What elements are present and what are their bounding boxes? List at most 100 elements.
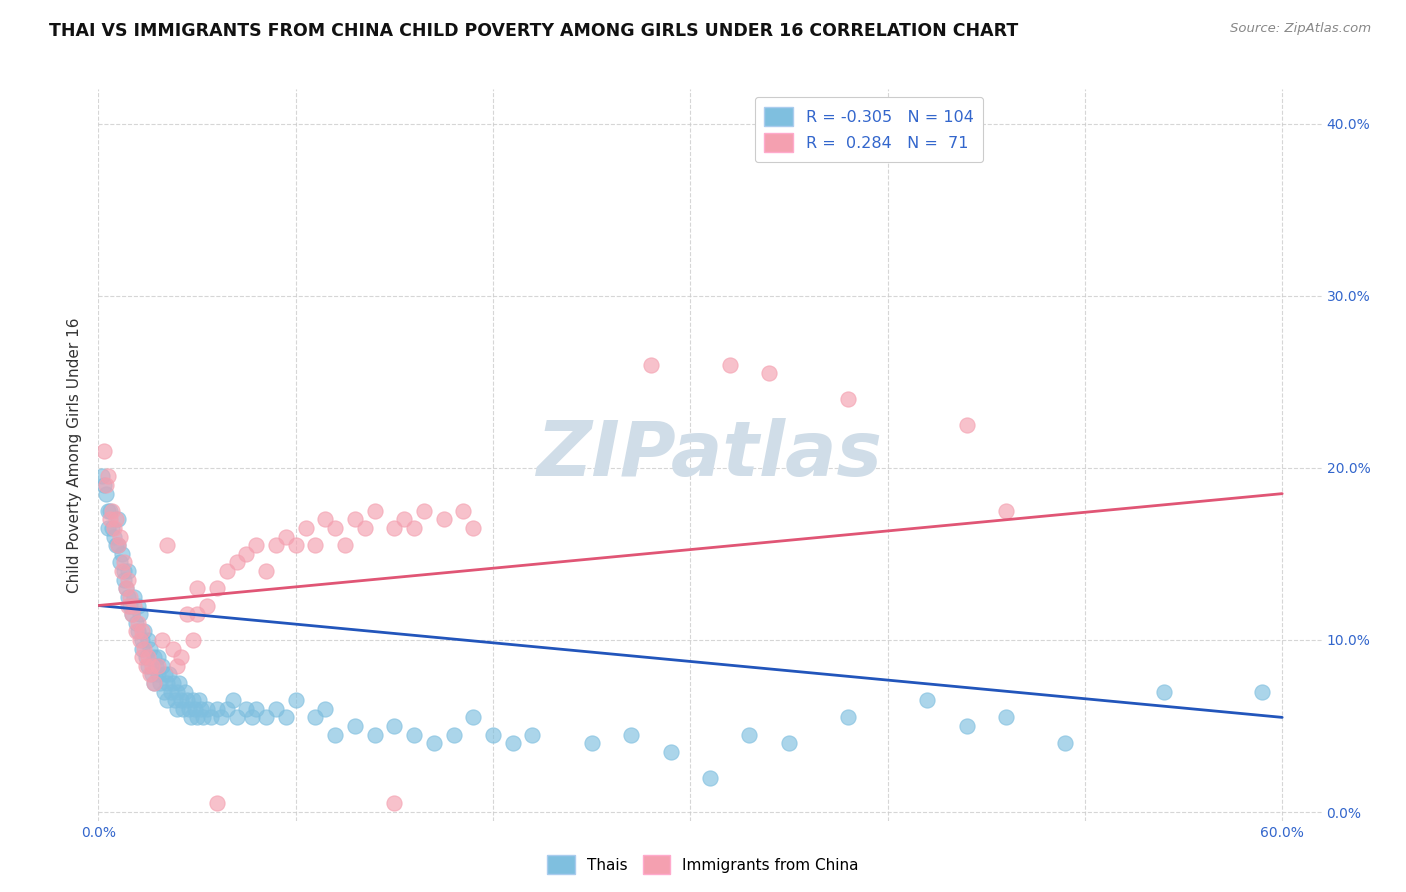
Point [718,358,741,372]
Point [738,728,761,742]
Point [93,443,115,458]
Point [136,658,159,673]
Point [112,573,135,587]
Point [994,504,1017,518]
Point [156,676,179,690]
Point [758,366,780,380]
Point [215,702,238,716]
Point [150,658,173,673]
Point [186,582,208,596]
Point [125,615,148,630]
Point [176,607,198,621]
Point [314,702,336,716]
Point [1054,736,1077,750]
Point [245,702,267,716]
Point [195,599,218,613]
Point [98,512,121,526]
Point [205,797,228,811]
Point [96,486,118,500]
Point [181,632,204,647]
Point [170,693,193,707]
Point [392,512,416,526]
Point [254,564,277,578]
Point [343,512,366,526]
Point [108,530,131,544]
Point [413,504,436,518]
Point [127,624,149,639]
Point [122,590,145,604]
Point [180,710,202,724]
Point [294,521,316,535]
Point [96,478,118,492]
Point [121,607,143,621]
Point [138,641,160,656]
Point [382,797,405,811]
Point [186,607,208,621]
Point [235,547,257,561]
Text: THAI VS IMMIGRANTS FROM CHINA CHILD POVERTY AMONG GIRLS UNDER 16 CORRELATION CHA: THAI VS IMMIGRANTS FROM CHINA CHILD POVE… [49,22,1018,40]
Point [333,538,356,552]
Point [363,504,385,518]
Point [166,702,188,716]
Point [132,641,155,656]
Text: ZIPatlas: ZIPatlas [537,418,883,491]
Point [264,702,287,716]
Point [188,693,211,707]
Point [152,684,174,698]
Point [105,538,128,552]
Point [159,667,181,681]
Point [209,710,232,724]
Point [165,693,187,707]
Point [118,590,141,604]
Point [235,702,257,716]
Point [156,693,179,707]
Point [659,745,682,759]
Point [522,728,544,742]
Point [132,624,155,639]
Text: Source: ZipAtlas.com: Source: ZipAtlas.com [1230,22,1371,36]
Point [433,512,456,526]
Point [284,693,307,707]
Point [463,521,485,535]
Point [121,607,143,621]
Point [108,556,131,570]
Point [264,538,287,552]
Point [118,599,141,613]
Point [343,719,366,733]
Point [304,710,326,724]
Point [145,658,167,673]
Point [778,736,800,750]
Point [103,521,125,535]
Legend: Thais, Immigrants from China: Thais, Immigrants from China [541,849,865,880]
Point [107,512,129,526]
Point [127,599,149,613]
Point [115,582,138,596]
Point [699,771,721,785]
Point [195,702,218,716]
Point [254,710,277,724]
Point [98,504,121,518]
Point [837,392,859,406]
Point [404,728,426,742]
Point [136,650,159,665]
Point [127,615,149,630]
Point [304,538,326,552]
Point [156,538,179,552]
Point [837,710,859,724]
Point [115,582,138,596]
Point [136,632,159,647]
Point [111,547,134,561]
Point [125,624,148,639]
Point [112,556,135,570]
Point [205,702,228,716]
Point [274,710,297,724]
Point [581,736,603,750]
Point [955,417,977,432]
Point [640,358,662,372]
Point [141,658,163,673]
Point [117,573,139,587]
Point [117,564,139,578]
Point [166,658,188,673]
Point [146,667,169,681]
Point [111,564,134,578]
